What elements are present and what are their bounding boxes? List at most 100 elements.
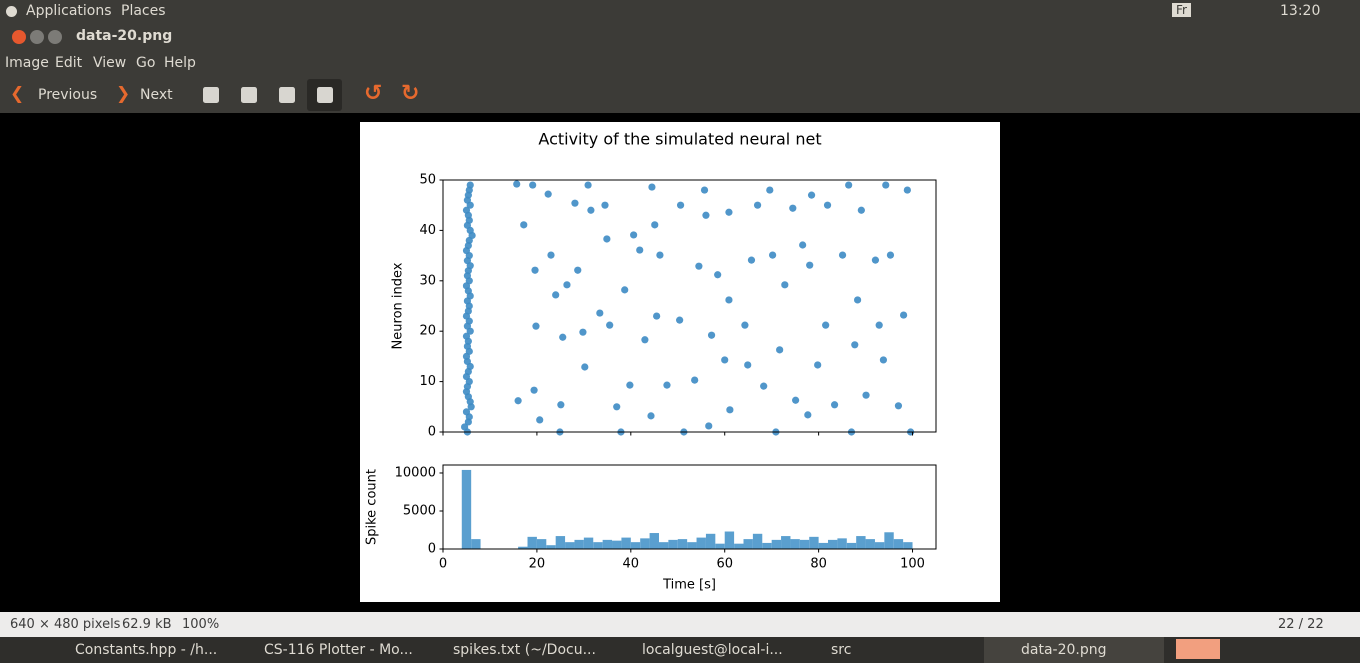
spike-point xyxy=(807,191,816,199)
clock[interactable]: 13:20 xyxy=(1280,3,1321,19)
previous-icon[interactable]: ❮ xyxy=(10,84,25,104)
y-tick-label: 50 xyxy=(419,173,436,188)
histogram-bar xyxy=(818,542,829,549)
taskbar: Constants.hpp - /h... CS-116 Plotter - M… xyxy=(0,637,1360,663)
task-item[interactable]: Constants.hpp - /h... xyxy=(75,642,218,658)
menubar: Image Edit View Go Help xyxy=(0,50,1360,77)
histogram-bar xyxy=(593,542,603,549)
minimize-button[interactable] xyxy=(30,30,44,44)
spike-point xyxy=(613,403,621,411)
normal-size-button[interactable] xyxy=(279,87,295,103)
next-icon[interactable]: ❯ xyxy=(116,84,131,104)
spike-point xyxy=(838,251,847,259)
y-tick-label: 10 xyxy=(419,374,436,389)
zoom-level: 100% xyxy=(182,617,220,632)
task-item[interactable]: CS-116 Plotter - Mo... xyxy=(264,642,413,658)
histogram-bar xyxy=(752,533,763,549)
histogram-bar xyxy=(696,537,706,549)
histogram-bar xyxy=(846,542,857,549)
y-tick-label: 5000 xyxy=(403,503,436,518)
y-tick-label: 10000 xyxy=(395,465,436,480)
chart-image: Activity of the simulated neural net 0 10… xyxy=(360,122,1000,602)
spike-point xyxy=(769,251,777,259)
histogram-bar xyxy=(771,539,782,549)
task-item[interactable]: localguest@local-i... xyxy=(642,642,783,658)
spike-point xyxy=(814,361,822,369)
spike-point xyxy=(626,381,634,389)
task-item[interactable]: spikes.txt (~/Docu... xyxy=(453,642,596,658)
spike-point xyxy=(744,361,752,369)
spike-point xyxy=(557,401,565,409)
active-task[interactable]: data-20.png xyxy=(984,637,1164,663)
histogram-bar xyxy=(658,542,669,549)
histogram-bar xyxy=(546,545,556,549)
close-button[interactable] xyxy=(12,30,26,44)
spike-point xyxy=(822,321,830,329)
spike-point xyxy=(799,241,807,249)
zoom-out-button[interactable] xyxy=(241,87,257,103)
histogram-bar xyxy=(687,542,697,549)
axes-frame xyxy=(442,179,937,433)
spike-point xyxy=(552,291,560,299)
best-fit-button[interactable] xyxy=(307,79,342,111)
histogram-bar xyxy=(828,539,838,549)
histogram-bar xyxy=(724,531,735,549)
menu-item[interactable]: View xyxy=(93,55,127,71)
spike-point xyxy=(894,402,903,410)
spike-point xyxy=(636,246,644,254)
spike-point xyxy=(584,181,592,189)
histogram-bar xyxy=(734,543,744,549)
spike-point xyxy=(462,206,471,214)
zoom-in-button[interactable] xyxy=(203,87,219,103)
histogram-bar xyxy=(518,546,528,549)
rotate-left-button[interactable]: ↺ xyxy=(364,81,383,106)
spike-point xyxy=(871,256,880,264)
histogram-bar xyxy=(536,539,547,549)
keyboard-indicator[interactable]: Fr xyxy=(1172,3,1191,17)
image-position: 22 / 22 xyxy=(1278,617,1324,632)
next-button[interactable]: Next xyxy=(140,87,173,103)
spike-point xyxy=(702,211,710,219)
spike-point xyxy=(606,321,614,329)
spike-point xyxy=(903,186,911,194)
spike-point xyxy=(536,416,544,424)
spike-point xyxy=(531,266,539,274)
task-item[interactable]: src xyxy=(831,642,852,658)
histogram-bar xyxy=(527,536,537,549)
histogram-bar xyxy=(621,537,631,549)
histogram-bar xyxy=(583,537,594,549)
menu-item[interactable]: Help xyxy=(164,55,196,71)
maximize-button[interactable] xyxy=(48,30,62,44)
histogram-bar xyxy=(461,469,472,549)
spike-point xyxy=(601,201,609,209)
image-dimensions: 640 × 480 pixels xyxy=(10,617,121,632)
rotate-right-button[interactable]: ↻ xyxy=(401,81,420,106)
spike-point xyxy=(466,181,474,189)
menu-item[interactable]: Go xyxy=(136,55,156,71)
spike-point xyxy=(747,256,756,264)
histogram-bar xyxy=(705,533,716,549)
spike-point xyxy=(753,201,762,209)
task-item: data-20.png xyxy=(1021,642,1107,658)
x-tick-label: 40 xyxy=(623,557,640,572)
histogram-bar xyxy=(668,539,678,549)
applications-menu[interactable]: Applications xyxy=(26,3,112,19)
menu-item[interactable]: Edit xyxy=(55,55,83,71)
spike-point xyxy=(853,296,862,304)
histogram-bar xyxy=(865,539,875,549)
ubuntu-logo xyxy=(6,6,17,17)
menu-item[interactable]: Image xyxy=(5,55,49,71)
histogram-bar xyxy=(874,542,885,549)
spike-point xyxy=(532,322,540,330)
histogram-bar xyxy=(893,539,904,549)
spike-point xyxy=(806,261,814,269)
x-tick-label: 100 xyxy=(900,557,925,572)
histogram-bar xyxy=(781,536,791,549)
spike-point xyxy=(513,180,521,188)
places-menu[interactable]: Places xyxy=(121,3,166,19)
spike-point xyxy=(857,206,865,214)
spike-point xyxy=(603,235,611,243)
workspace-switcher[interactable] xyxy=(1176,639,1220,659)
spike-point xyxy=(559,333,567,341)
previous-button[interactable]: Previous xyxy=(38,87,98,103)
